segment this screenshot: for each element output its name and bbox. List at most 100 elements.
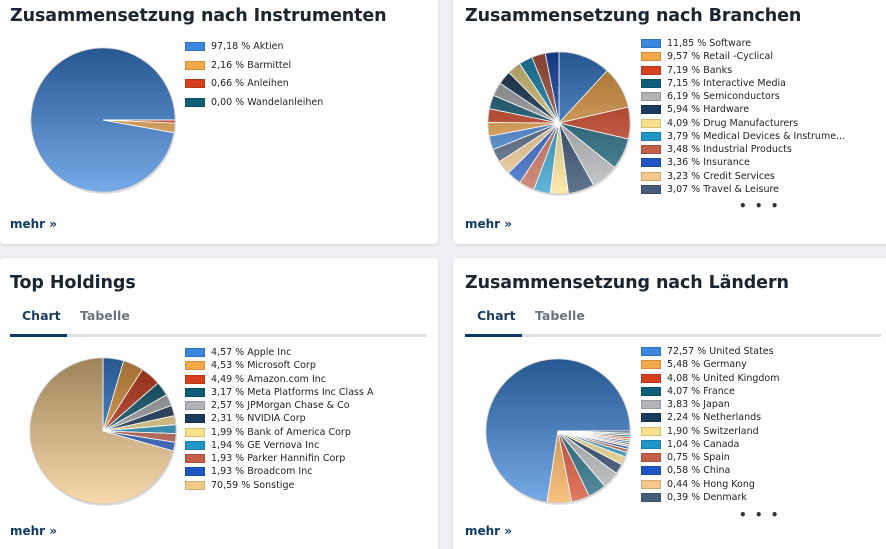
legend-swatch [185,440,205,450]
legend-item: 1,93 % Parker Hannifin Corp [185,452,373,465]
legend-swatch [641,479,661,489]
tab-table[interactable]: Tabelle [80,308,130,323]
legend-swatch [641,373,661,383]
legend-swatch [641,426,661,436]
legend-swatch [641,158,661,168]
legend-label: 5,94 % Hardware [667,104,750,116]
legend-label: 2,57 % JPMorgan Chase & Co [211,400,350,412]
legend-item: 0,44 % Hong Kong [641,478,779,491]
legend-label: 6,19 % Semiconductors [667,91,780,103]
pie-chart-instruments [30,47,176,194]
tab-active-indicator [10,334,67,337]
legend-item: 3,79 % Medical Devices & Instrume... [641,130,845,143]
pie-slice-other[interactable] [557,430,631,434]
legend-swatch [641,439,661,449]
legend-label: 1,99 % Bank of America Corp [211,426,351,438]
card-title: Top Holdings [10,273,136,293]
tab-chart[interactable]: Chart [22,308,61,323]
legend-label: 9,57 % Retail -Cyclical [667,51,773,63]
card-sectors: Zusammensetzung nach Branchen 11,85 % So… [453,0,886,244]
legend-item: 5,94 % Hardware [641,103,845,116]
card-title: Zusammensetzung nach Ländern [465,273,789,293]
legend-swatch [185,427,205,437]
pie-outline [29,357,177,505]
legend-label: 0,44 % Hong Kong [667,478,755,490]
legend-swatch [641,400,661,410]
legend-swatch [641,184,661,194]
legend-label: 1,04 % Canada [667,438,740,450]
legend-swatch [185,97,205,107]
legend-swatch [641,386,661,396]
legend-item: 2,24 % Netherlands [641,411,779,424]
legend-item: 0,66 % Anleihen [185,74,323,93]
legend-label: 3,79 % Medical Devices & Instrume... [667,130,846,142]
more-link[interactable]: mehr » [465,217,513,231]
pie-slice[interactable] [29,357,174,505]
legend-item: 1,94 % GE Vernova Inc [185,439,373,452]
legend-swatch [185,401,205,411]
legend-label: 4,07 % France [667,385,735,397]
legend-item: 3,48 % Industrial Products [641,143,845,156]
legend-item: 1,93 % Broadcom Inc [185,465,373,478]
legend-item: 4,08 % United Kingdom [641,372,779,385]
legend-item: 4,07 % France [641,385,779,398]
legend-label: 4,57 % Apple Inc [211,347,292,359]
legend-item: 7,15 % Interactive Media [641,77,845,90]
more-link[interactable]: mehr » [10,524,58,538]
legend-swatch [185,374,205,384]
tab-bar: Chart Tabelle [465,303,881,337]
legend-swatch [641,466,661,476]
legend-label: 70,59 % Sonstige [211,479,295,491]
legend-swatch [185,414,205,424]
legend-item: 5,48 % Germany [641,358,779,371]
legend-swatch [185,79,205,89]
legend-label: 11,85 % Software [667,38,752,50]
tab-chart[interactable]: Chart [477,308,516,323]
more-link[interactable]: mehr » [10,217,58,231]
legend-label: 7,15 % Interactive Media [667,77,786,89]
legend-label: 4,49 % Amazon.com Inc [211,373,326,385]
legend-label: 3,83 % Japan [667,399,730,411]
legend-label: 3,07 % Travel & Leisure [667,183,780,195]
legend-item: 2,31 % NVIDIA Corp [185,412,373,425]
legend-swatch [641,78,661,88]
pie-slice[interactable] [485,358,631,503]
legend-swatch [185,41,205,51]
pie-outline [485,358,631,504]
card-holdings: Top Holdings Chart Tabelle 4,57 % Apple … [0,258,438,549]
legend-swatch [641,65,661,75]
legend-swatch [641,92,661,102]
legend-swatch [641,171,661,181]
legend-label: 2,16 % Barmittel [211,59,292,71]
pie-slice-other[interactable] [544,51,560,124]
legend-label: 0,75 % Spain [667,452,730,464]
legend-item: 11,85 % Software [641,37,845,50]
legend-item: 0,39 % Denmark [641,491,779,504]
legend-swatch [641,131,661,141]
legend-label: 1,93 % Parker Hannifin Corp [211,453,346,465]
legend-label: 0,39 % Denmark [667,491,747,503]
legend-label: 3,36 % Insurance [667,157,750,169]
legend-label: 0,00 % Wandelanleihen [211,96,324,108]
legend-label: 0,66 % Anleihen [211,78,289,90]
legend-item: 0,58 % China [641,464,779,477]
tab-active-indicator [465,334,522,337]
legend-label: 97,18 % Aktien [211,40,284,52]
legend-swatch [641,52,661,62]
legend-item: 72,57 % United States [641,345,779,358]
card-title: Zusammensetzung nach Branchen [465,6,802,26]
legend-item: 6,19 % Semiconductors [641,90,845,103]
legend-item: 3,17 % Meta Platforms Inc Class A [185,386,373,399]
pie-outline [30,47,176,193]
legend-item: 4,57 % Apple Inc [185,346,373,359]
tab-table[interactable]: Tabelle [535,308,585,323]
pie-chart-holdings [29,357,177,506]
legend-swatch [641,39,661,49]
more-link[interactable]: mehr » [465,524,513,538]
legend-label: 5,48 % Germany [667,359,747,371]
legend-label: 1,94 % GE Vernova Inc [211,439,320,451]
legend-label: 2,31 % NVIDIA Corp [211,413,306,425]
legend-swatch [185,480,205,490]
legend-more-dots: • • • [739,508,781,522]
legend-label: 4,08 % United Kingdom [667,372,780,384]
